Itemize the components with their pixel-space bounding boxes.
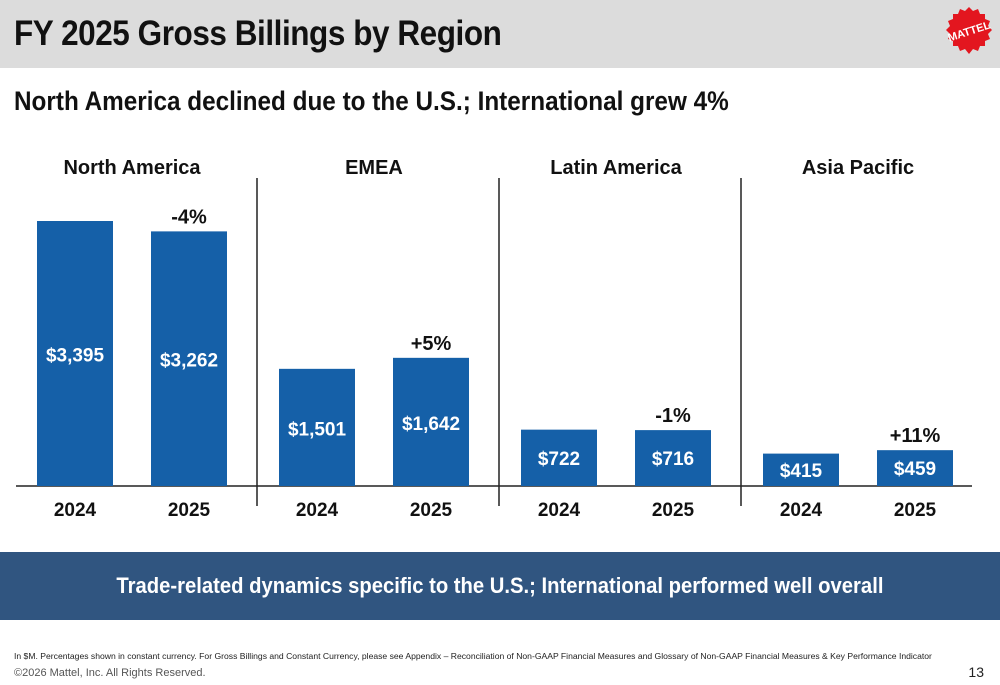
value-label-north-america-2024: $3,395: [46, 346, 105, 367]
bar-north-america-2024: [37, 221, 113, 486]
header-bar: FY 2025 Gross Billings by Region MATTEL: [0, 0, 1000, 68]
value-label-latin-america-2025: $716: [652, 449, 694, 470]
subtitle: North America declined due to the U.S.; …: [14, 86, 729, 116]
panel-title-latin-america: Latin America: [550, 157, 682, 179]
panel-title-north-america: North America: [63, 157, 201, 179]
bar-asia-pacific-2024: [763, 453, 839, 486]
bar-latin-america-2024: [521, 429, 597, 486]
page-number: 13: [968, 664, 984, 680]
change-label-north-america: -4%: [171, 206, 207, 228]
year-label-north-america-2024: 2024: [54, 500, 97, 521]
value-label-asia-pacific-2025: $459: [894, 459, 936, 480]
year-label-north-america-2025: 2025: [168, 500, 211, 521]
bar-emea-2024: [279, 368, 355, 486]
panel-title-asia-pacific: Asia Pacific: [802, 157, 914, 179]
panel-title-emea: EMEA: [345, 157, 403, 179]
change-label-latin-america: -1%: [655, 405, 691, 427]
takeaway-banner: Trade-related dynamics specific to the U…: [0, 552, 1000, 620]
year-label-latin-america-2024: 2024: [538, 500, 581, 521]
bar-latin-america-2025: [635, 430, 711, 486]
footnote: In $M. Percentages shown in constant cur…: [14, 651, 932, 661]
copyright: ©2026 Mattel, Inc. All Rights Reserved.: [14, 667, 206, 679]
year-label-emea-2024: 2024: [296, 500, 339, 521]
value-label-emea-2025: $1,642: [402, 414, 460, 435]
value-label-asia-pacific-2024: $415: [780, 461, 823, 482]
bar-emea-2025: [393, 357, 469, 486]
year-label-emea-2025: 2025: [410, 500, 453, 521]
year-label-asia-pacific-2025: 2025: [894, 500, 937, 521]
change-label-emea: +5%: [411, 333, 452, 355]
billings-chart: North America $3,395 2024 $3,262 2025 -4% EMEA…: [16, 157, 972, 521]
year-label-asia-pacific-2024: 2024: [780, 500, 823, 521]
year-label-latin-america-2025: 2025: [652, 500, 695, 521]
change-label-asia-pacific: +11%: [890, 425, 941, 447]
value-label-latin-america-2024: $722: [538, 449, 580, 470]
bar-north-america-2025: [151, 231, 227, 486]
bar-asia-pacific-2025: [877, 450, 953, 486]
mattel-logo: MATTEL: [946, 7, 992, 54]
value-label-emea-2024: $1,501: [288, 419, 347, 440]
page-title: FY 2025 Gross Billings by Region: [14, 14, 502, 53]
value-label-north-america-2025: $3,262: [160, 351, 218, 372]
banner-text: Trade-related dynamics specific to the U…: [116, 573, 884, 598]
